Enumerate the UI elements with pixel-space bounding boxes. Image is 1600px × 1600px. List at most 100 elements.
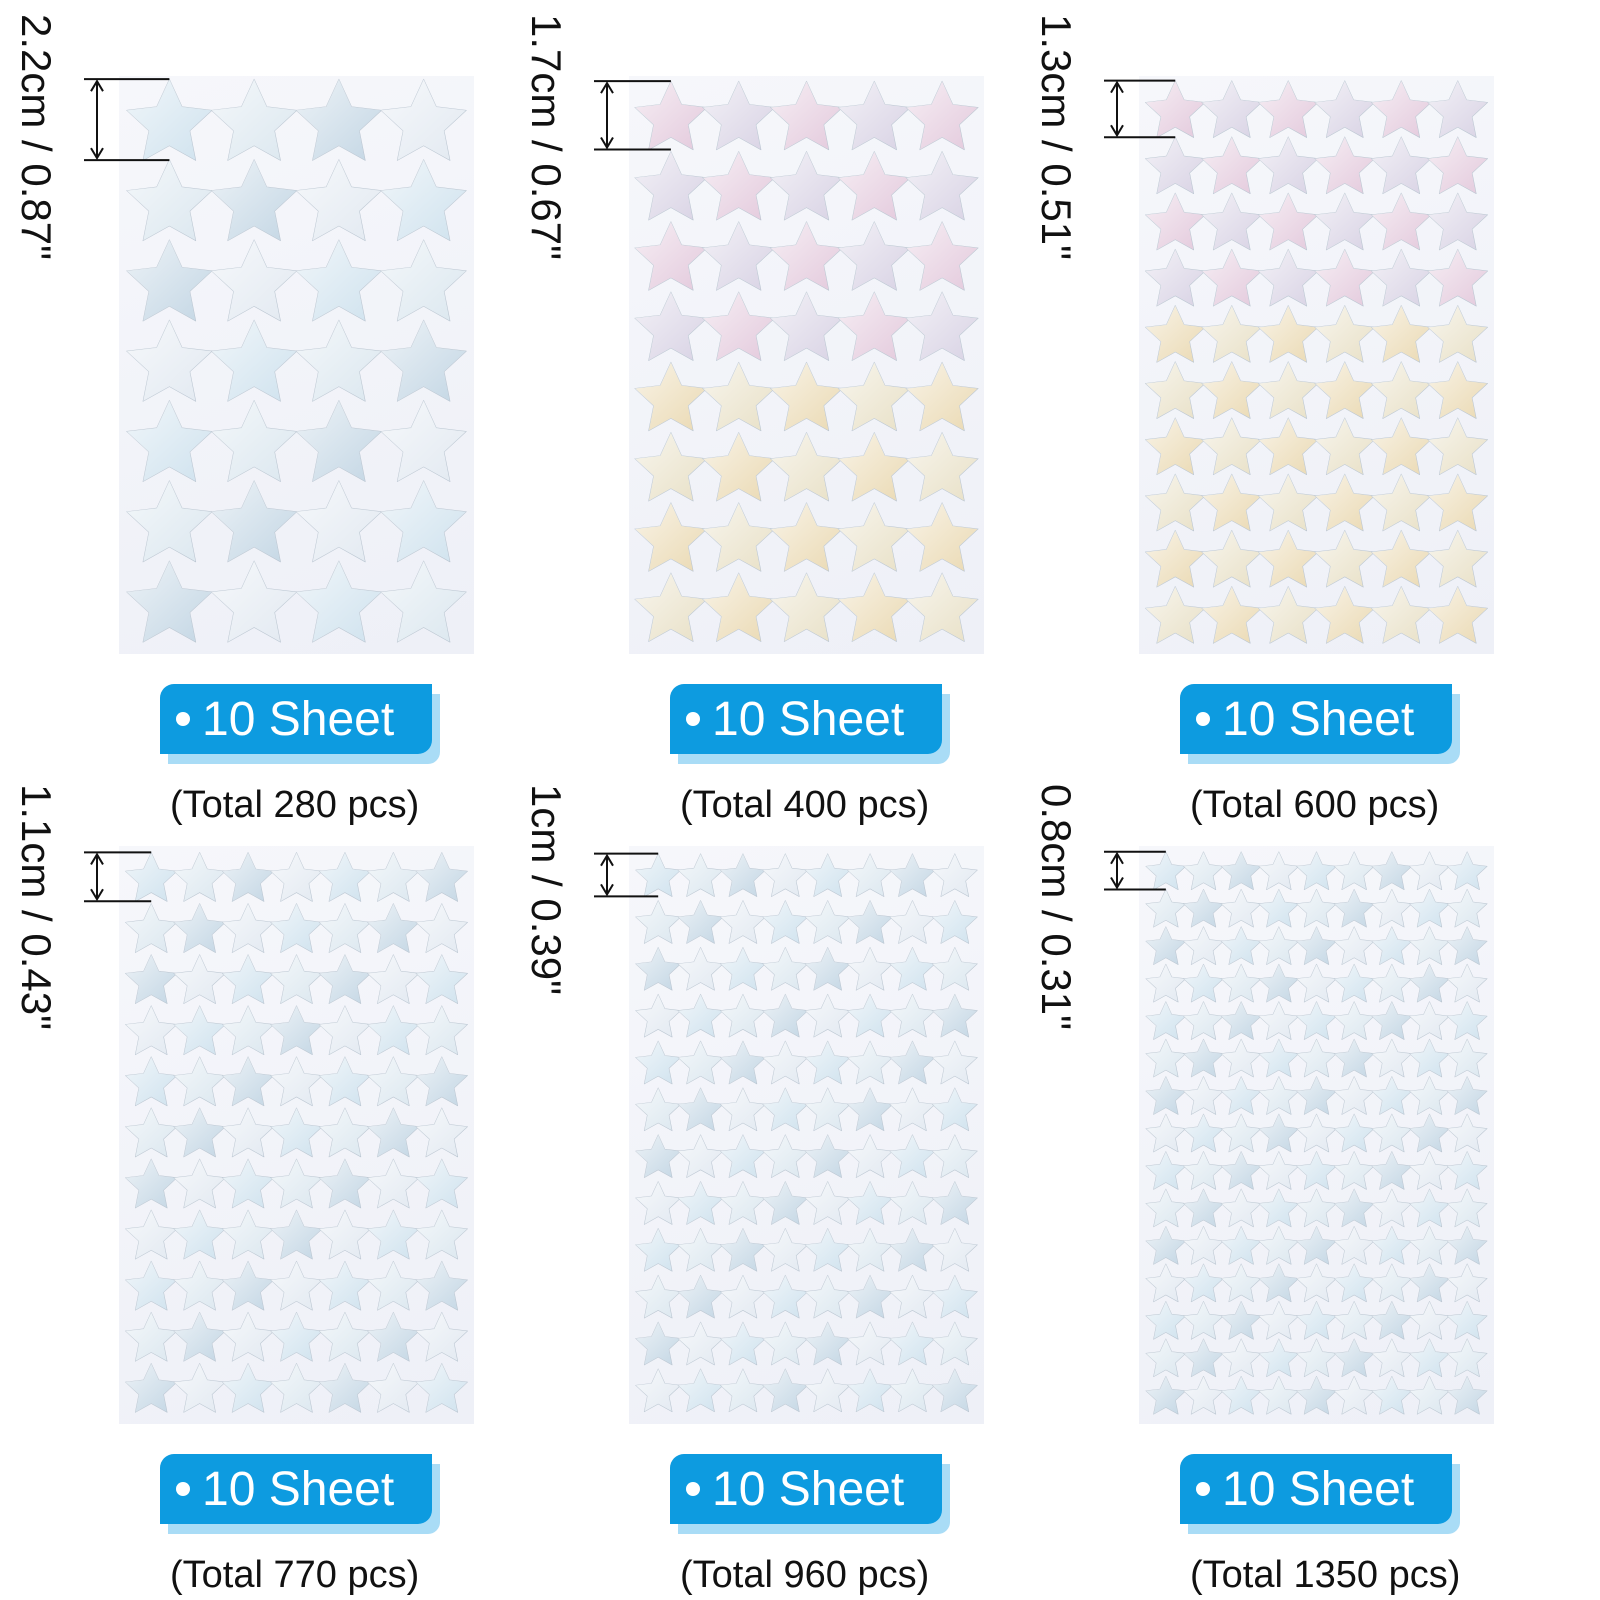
total-count: (Total 770 pcs) xyxy=(170,1554,420,1596)
star-icon xyxy=(1427,305,1488,363)
star-icon xyxy=(702,291,776,361)
star-icon xyxy=(367,1107,420,1158)
star-icon xyxy=(367,903,420,953)
badge-body: 10 Sheet xyxy=(670,684,942,754)
star-icon xyxy=(211,159,298,242)
star-icon xyxy=(367,1311,420,1362)
star-icon xyxy=(720,853,766,897)
star-icon xyxy=(847,1228,893,1272)
size-label-text: 1.3cm / 0.51" xyxy=(1033,14,1080,261)
star-icon xyxy=(1371,417,1432,476)
star-icon xyxy=(295,159,382,242)
star-icon xyxy=(1371,1113,1413,1153)
star-icon xyxy=(635,993,682,1038)
star-icon xyxy=(720,1368,766,1413)
star-icon xyxy=(1333,1301,1375,1340)
sticker-sheet xyxy=(119,76,474,654)
star-icon xyxy=(1258,529,1319,588)
star-icon xyxy=(270,1260,323,1311)
star-icon xyxy=(1220,1151,1262,1190)
star-icon xyxy=(1220,1338,1262,1378)
star-icon xyxy=(1145,1338,1187,1378)
star-icon xyxy=(173,954,226,1004)
star-icon xyxy=(931,947,978,991)
star-icon xyxy=(1296,1338,1337,1378)
star-icon xyxy=(125,1158,178,1209)
star-icon xyxy=(1371,529,1432,588)
star-icon xyxy=(173,1158,226,1209)
star-icon xyxy=(634,151,708,221)
star-icon xyxy=(1371,473,1432,532)
star-icon xyxy=(889,900,936,944)
star-icon xyxy=(702,80,776,151)
star-icon xyxy=(1427,586,1488,644)
star-icon xyxy=(931,1228,978,1272)
star-icon xyxy=(1296,1226,1337,1265)
star-icon xyxy=(677,947,724,991)
sheet-count-badge: 10 Sheet xyxy=(160,684,440,764)
star-icon xyxy=(1446,1226,1488,1265)
star-icon xyxy=(1296,926,1337,965)
star-icon xyxy=(173,1056,226,1107)
total-count: (Total 960 pcs) xyxy=(680,1554,930,1596)
star-icon xyxy=(837,80,911,151)
star-icon xyxy=(762,1368,809,1413)
star-icon xyxy=(1201,80,1262,138)
star-icon xyxy=(889,1321,936,1366)
star-icon xyxy=(931,1087,978,1132)
star-icon xyxy=(677,1181,724,1225)
star-icon xyxy=(1409,963,1450,1003)
star-icon xyxy=(702,432,776,502)
star-icon xyxy=(1371,1338,1413,1378)
star-icon xyxy=(931,1321,978,1366)
star-icon xyxy=(1371,1226,1413,1265)
star-icon xyxy=(804,993,851,1038)
star-icon xyxy=(125,903,178,953)
star-icon xyxy=(415,954,468,1004)
star-icon xyxy=(1427,192,1488,251)
star-icon xyxy=(415,1311,468,1362)
star-icon xyxy=(931,1274,978,1319)
star-icon xyxy=(1296,1375,1337,1415)
star-icon xyxy=(837,151,911,221)
star-icon xyxy=(1446,851,1488,891)
star-icon xyxy=(931,853,978,897)
star-icon xyxy=(905,572,979,642)
sticker-panel-1: 2.2cm / 0.87" 10 Sheet (Total 280 pcs) xyxy=(0,0,520,826)
sticker-panel-6: 0.8cm / 0.31" 10 Sheet (Total 1350 pcs) xyxy=(1020,770,1540,1596)
star-icon xyxy=(1409,1151,1450,1190)
star-icon xyxy=(1258,305,1319,363)
star-icon xyxy=(635,1274,682,1319)
star-icon xyxy=(1371,1076,1413,1115)
sticker-panel-3: 1.3cm / 0.51" 10 Sheet (Total 600 pcs) xyxy=(1020,0,1540,826)
star-icon xyxy=(1371,926,1413,965)
star-icon xyxy=(1258,1226,1300,1265)
star-icon xyxy=(126,78,213,161)
star-icon xyxy=(720,1134,766,1178)
star-icon xyxy=(1145,1113,1187,1153)
star-icon xyxy=(125,1056,178,1107)
star-icon xyxy=(1427,361,1488,419)
star-icon xyxy=(720,1228,766,1272)
star-icon xyxy=(1371,1375,1413,1415)
star-icon xyxy=(1333,888,1375,928)
star-icon xyxy=(221,1260,275,1311)
star-icon xyxy=(295,480,382,563)
star-icon xyxy=(1296,888,1337,928)
star-icon xyxy=(770,291,843,361)
star-icon xyxy=(1145,586,1206,644)
star-icon xyxy=(1409,1076,1450,1115)
star-icon xyxy=(635,900,682,944)
star-icon xyxy=(367,1005,420,1056)
star-icon xyxy=(1409,1338,1450,1378)
size-label: 1.1cm / 0.43" xyxy=(0,770,72,1170)
sticker-sheet xyxy=(119,846,474,1424)
star-icon xyxy=(270,852,323,902)
star-icon xyxy=(1145,417,1206,476)
star-icon xyxy=(770,432,843,502)
star-icon xyxy=(762,853,809,897)
star-icon xyxy=(1201,305,1262,363)
star-icon xyxy=(720,900,766,944)
star-icon xyxy=(931,1040,978,1085)
star-icon xyxy=(889,1368,936,1413)
